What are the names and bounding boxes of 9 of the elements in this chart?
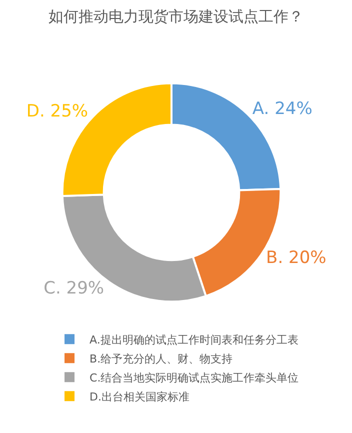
data-label: A. 24% bbox=[252, 98, 312, 119]
data-label: C. 29% bbox=[44, 278, 104, 299]
legend-label: A.提出明确的试点工作时间表和任务分工表 bbox=[90, 333, 298, 346]
chart-title: 如何推动电力现货市场建设试点工作？ bbox=[48, 7, 304, 26]
data-label: D. 25% bbox=[26, 102, 88, 122]
legend-label: B.给予充分的人、财、物支持 bbox=[90, 352, 233, 366]
legend-label: C.结合当地实际明确试点实施工作牵头单位 bbox=[90, 371, 299, 384]
legend-label: D.出台相关国家标准 bbox=[90, 390, 190, 404]
data-label: B. 20% bbox=[266, 248, 326, 268]
